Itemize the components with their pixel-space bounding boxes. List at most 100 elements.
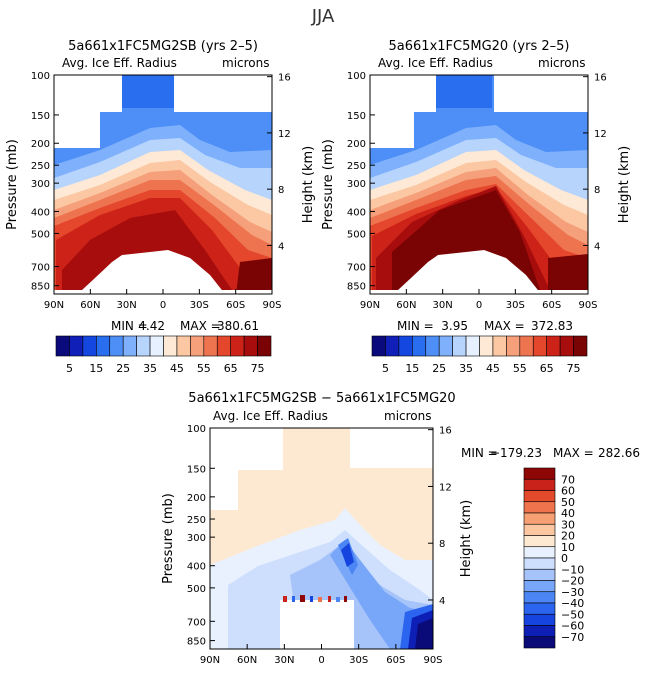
panel-2-y-tick-label: 300 — [347, 179, 366, 190]
colorbar-swatch — [452, 335, 467, 357]
panel-2-x-tick-label: 90N — [360, 300, 380, 311]
panel-2-y-tick-label: 700 — [347, 263, 366, 274]
diff-colorbar-label: 10 — [561, 541, 575, 554]
panel-1-y2label: Height (km) — [301, 146, 316, 223]
colorbar-label: 75 — [567, 362, 581, 375]
panel-2-right-caption: microns — [538, 56, 586, 70]
colorbar-label: 25 — [116, 362, 130, 375]
panel-1-y-tick-label: 250 — [31, 161, 50, 172]
panel-3: 5a661x1FC5MG2SB − 5a661x1FC5MG20 Avg. Ic… — [161, 391, 640, 666]
diff-colorbar-swatch — [523, 523, 556, 536]
panel-1-y-tick-label: 700 — [31, 263, 50, 274]
panel-2-y2-tick-label: 16 — [594, 73, 607, 84]
diff-colorbar-swatch — [523, 512, 556, 525]
diff-colorbar-swatch — [523, 602, 556, 615]
colorbar-label: 45 — [170, 362, 184, 375]
colorbar-label: 55 — [513, 362, 527, 375]
panel-1-y2-tick-label: 16 — [278, 73, 291, 84]
panel-1-field — [54, 75, 272, 294]
panel-2-x-tick-label: 30S — [506, 300, 525, 311]
colorbar-swatch — [230, 335, 245, 357]
colorbar-swatch — [385, 335, 400, 357]
diff-colorbar-swatch — [523, 580, 556, 593]
colorbar-swatch — [465, 335, 480, 357]
colorbar-label: 55 — [197, 362, 211, 375]
panel-2-x-tick-label: 60N — [396, 300, 416, 311]
panel-1-max-value: 380.61 — [217, 319, 259, 333]
colorbar-swatch — [519, 335, 534, 357]
panel-2-y2label: Height (km) — [617, 146, 632, 223]
panel-2-y2-tick-label: 4 — [594, 241, 600, 252]
colorbar-swatch — [506, 335, 521, 357]
diff-colorbar-label: 0 — [561, 552, 568, 565]
colorbar-label: 15 — [89, 362, 103, 375]
panel-3-y2-tick-label: 16 — [439, 426, 452, 437]
diff-colorbar-swatch — [523, 613, 556, 626]
panel-2-max-value: 372.83 — [531, 319, 573, 333]
panel-3-y-tick-label: 150 — [187, 464, 206, 475]
panel-1-x-tick-label: 60N — [80, 300, 100, 311]
panel-3-x-tick-label: 60S — [386, 655, 405, 666]
diff-colorbar-label: 20 — [561, 530, 575, 543]
panel-3-field — [210, 428, 433, 649]
panel-3-x-tick-label: 30N — [274, 655, 294, 666]
colorbar-label: 35 — [143, 362, 157, 375]
panel-1-x-tick-label: 90N — [44, 300, 64, 311]
colorbar-swatch — [371, 335, 386, 357]
colorbar-swatch — [479, 335, 494, 357]
diff-colorbar-label: −70 — [561, 631, 584, 644]
panel-2-y-tick-label: 150 — [347, 111, 366, 122]
colorbar-label: 5 — [382, 362, 389, 375]
panel-1-min-label: MIN = — [111, 319, 148, 333]
colorbar-swatch — [216, 335, 231, 357]
diff-colorbar-swatch — [523, 636, 556, 649]
diff-colorbar-swatch — [523, 478, 556, 491]
panel-3-x-tick-label: 90S — [423, 655, 442, 666]
panel-2-y2-tick-label: 12 — [594, 129, 607, 140]
panel-3-y-tick-label: 200 — [187, 493, 206, 504]
panel-3-y-tick-label: 850 — [187, 637, 206, 648]
panel-1-y2-tick-label: 4 — [278, 241, 284, 252]
diff-colorbar-swatch — [523, 591, 556, 604]
panel-2-y2-tick-label: 8 — [594, 185, 600, 196]
colorbar-swatch — [492, 335, 507, 357]
colorbar-label: 65 — [224, 362, 238, 375]
colorbar-swatch — [109, 335, 124, 357]
panel-3-y2-tick-label: 12 — [439, 482, 452, 493]
page-title: JJA — [311, 6, 335, 27]
panel-1-x-tick-label: 90S — [262, 300, 281, 311]
panel-1-y-tick-label: 200 — [31, 139, 50, 150]
panel-1-title: 5a661x1FC5MG2SB (yrs 2–5) — [68, 39, 258, 54]
panel-1-y-tick-label: 300 — [31, 179, 50, 190]
panel-1-x-tick-label: 0 — [160, 300, 166, 311]
panel-3-y-tick-label: 100 — [187, 424, 206, 435]
colorbar-label: 5 — [66, 362, 73, 375]
panel-2-colorbar: 5 15 25 35 45 55 65 75 — [371, 335, 588, 375]
panel-2-x-tick-label: 30N — [433, 300, 453, 311]
diff-colorbar-swatch — [523, 546, 556, 559]
panel-3-y-tick-label: 400 — [187, 562, 206, 573]
panel-3-y2-tick-label: 4 — [439, 596, 445, 607]
colorbar-swatch — [82, 335, 97, 357]
panel-1-max-label: MAX = — [180, 319, 221, 333]
diff-colorbar-label: −20 — [561, 575, 584, 588]
panel-2-y-tick-label: 500 — [347, 229, 366, 240]
colorbar-swatch — [438, 335, 453, 357]
diff-colorbar-swatch — [523, 501, 556, 514]
colorbar-swatch — [149, 335, 164, 357]
diff-colorbar-label: −40 — [561, 597, 584, 610]
colorbar-swatch — [203, 335, 218, 357]
panel-1-colorbar: 5 15 25 35 45 55 65 75 — [55, 335, 272, 375]
colorbar-swatch — [96, 335, 111, 357]
panel-3-x-tick-label: 90N — [200, 655, 220, 666]
colorbar-swatch — [257, 335, 272, 357]
panel-1-x-tick-label: 30N — [117, 300, 137, 311]
panel-1-ylabel: Pressure (mb) — [5, 139, 20, 230]
colorbar-label: 45 — [486, 362, 500, 375]
colorbar-swatch — [122, 335, 137, 357]
panel-1-y-tick-label: 150 — [31, 111, 50, 122]
panel-1-left-caption: Avg. Ice Eff. Radius — [62, 56, 177, 70]
panel-3-max-value: 282.66 — [598, 446, 640, 460]
panel-3-x-tick-label: 30S — [349, 655, 368, 666]
